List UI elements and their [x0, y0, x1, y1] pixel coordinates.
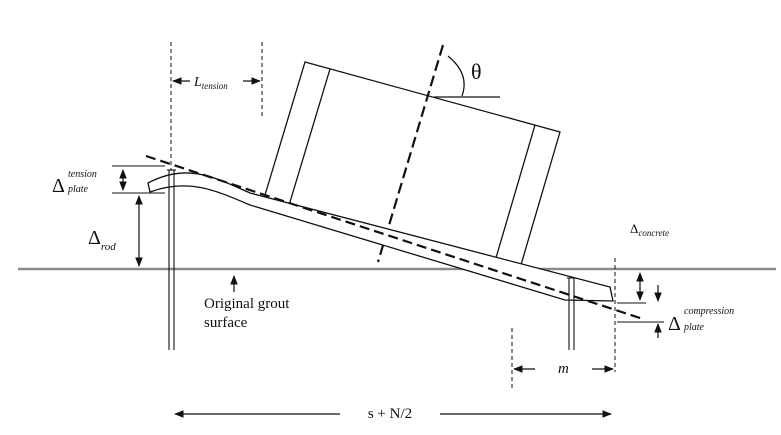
delta-plate-tension-sup: tension [68, 169, 97, 180]
delta-plate-comp-symbol: Δ [668, 313, 681, 335]
column-centerline [376, 44, 445, 263]
anchor-rod-left [167, 169, 176, 350]
delta-plate-comp-sup: compression [684, 306, 734, 317]
anchor-rod-right [567, 277, 576, 350]
original-plate-line [145, 154, 644, 321]
m-label: m [558, 361, 569, 377]
delta-concrete-label: Δconcrete [630, 221, 669, 238]
theta-arc [447, 55, 465, 97]
l-tension-label: Ltension [193, 75, 228, 91]
span-label: s + N/2 [368, 406, 412, 422]
delta-plate-tension-sub: plate [67, 184, 89, 195]
grout-label-line2: surface [204, 315, 248, 331]
delta-plate-tension-symbol: Δ [52, 175, 65, 197]
grout-label-line1: Original grout [204, 296, 290, 312]
delta-plate-comp-sub: plate [683, 322, 705, 333]
theta-label: θ [471, 59, 482, 84]
delta-rod-label: Δrod [88, 227, 116, 253]
